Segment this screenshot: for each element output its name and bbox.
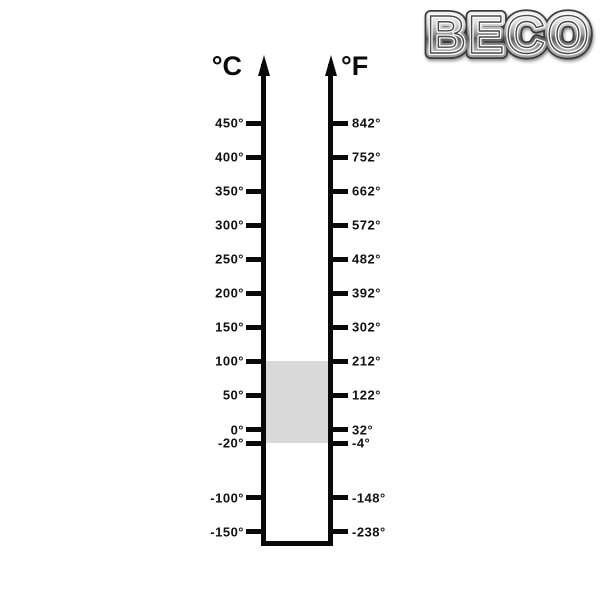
fahrenheit-tick xyxy=(332,440,348,446)
celsius-tick-label: 350° xyxy=(215,183,244,199)
fahrenheit-tick xyxy=(332,222,348,228)
fahrenheit-axis-line xyxy=(328,64,333,546)
celsius-tick-label: -20° xyxy=(218,435,244,451)
celsius-tick-label: 150° xyxy=(215,319,244,335)
celsius-tick xyxy=(246,188,262,194)
fahrenheit-tick-label: 482° xyxy=(352,251,381,267)
fahrenheit-tick-label: 572° xyxy=(352,217,381,233)
celsius-tick xyxy=(246,495,262,501)
fahrenheit-tick xyxy=(332,256,348,262)
celsius-tick xyxy=(246,324,262,330)
fahrenheit-tick xyxy=(332,529,348,535)
celsius-unit-label: °C xyxy=(211,51,242,81)
fahrenheit-tick-label: 212° xyxy=(352,353,381,369)
fahrenheit-axis-arrow-icon xyxy=(325,55,337,76)
celsius-tick xyxy=(246,120,262,126)
axis-bottom-connector xyxy=(261,541,333,546)
fahrenheit-tick-label: 32° xyxy=(352,422,374,437)
celsius-tick-label: 300° xyxy=(215,217,244,233)
highlight-range-box xyxy=(263,361,331,444)
celsius-tick xyxy=(246,358,262,364)
logo-text-pinstripe: BECO xyxy=(427,5,591,65)
celsius-tick-label: 400° xyxy=(215,149,244,165)
fahrenheit-tick-label: 662° xyxy=(352,183,381,199)
beco-logo: BECO BECO BECO BECO xyxy=(420,0,598,71)
fahrenheit-tick-label: -238° xyxy=(352,524,386,540)
logo-text-outer: BECO xyxy=(427,5,591,65)
fahrenheit-tick xyxy=(332,358,348,364)
celsius-tick-label: 0° xyxy=(230,422,244,437)
fahrenheit-tick-label: 842° xyxy=(352,115,381,131)
fahrenheit-tick-label: 752° xyxy=(352,149,381,165)
celsius-tick xyxy=(246,222,262,228)
celsius-tick xyxy=(246,256,262,262)
beco-logo-graphic: BECO BECO BECO BECO xyxy=(421,0,595,71)
fahrenheit-tick xyxy=(332,188,348,194)
celsius-tick-label: -100° xyxy=(210,490,244,506)
celsius-tick-label: 450° xyxy=(215,115,244,131)
fahrenheit-tick xyxy=(332,427,348,432)
fahrenheit-tick-label: -148° xyxy=(352,490,386,506)
fahrenheit-tick xyxy=(332,324,348,330)
fahrenheit-tick xyxy=(332,154,348,160)
fahrenheit-tick-label: 392° xyxy=(352,285,381,301)
fahrenheit-tick-label: 302° xyxy=(352,319,381,335)
celsius-tick-label: 250° xyxy=(215,251,244,267)
celsius-tick xyxy=(246,290,262,296)
fahrenheit-tick-label: -4° xyxy=(352,435,371,451)
celsius-tick xyxy=(246,529,262,535)
celsius-tick-label: 50° xyxy=(222,387,244,403)
celsius-tick xyxy=(246,427,262,432)
fahrenheit-unit-label: °F xyxy=(341,51,369,81)
fahrenheit-tick-label: 122° xyxy=(352,387,381,403)
logo-text-inner-light: BECO xyxy=(427,5,591,65)
logo-text-chrome: BECO xyxy=(427,5,591,65)
celsius-tick xyxy=(246,440,262,446)
celsius-tick-label: 200° xyxy=(215,285,244,301)
celsius-axis-arrow-icon xyxy=(258,55,270,76)
fahrenheit-tick xyxy=(332,120,348,126)
celsius-tick xyxy=(246,154,262,160)
fahrenheit-tick xyxy=(332,392,348,398)
fahrenheit-tick xyxy=(332,495,348,501)
fahrenheit-tick xyxy=(332,290,348,296)
celsius-tick-label: 100° xyxy=(215,353,244,369)
celsius-tick-label: -150° xyxy=(210,524,244,540)
celsius-tick xyxy=(246,392,262,398)
celsius-axis-line xyxy=(261,64,266,546)
